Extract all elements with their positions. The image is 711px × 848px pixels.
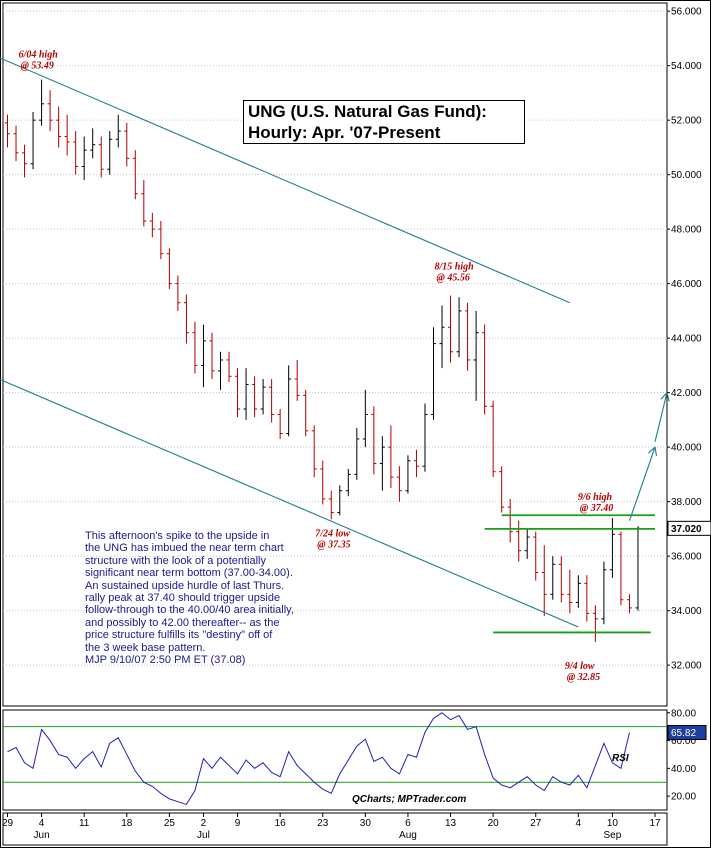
price-tick-label: 42.000	[671, 388, 702, 399]
annotation-value: @ 32.85	[567, 672, 600, 683]
annotation-label: 7/24 low	[315, 528, 350, 539]
date-tick-label: 29	[2, 818, 14, 829]
price-axis: 56.000 54.000 52.000 50.000 48.000 46.000 44.0…	[667, 7, 711, 672]
price-tick-label: 54.000	[671, 61, 702, 72]
price-annotations: 6/04 high@ 53.49 8/15 high@ 45.56 7/24 low…	[19, 50, 614, 683]
date-tick-label: 11	[79, 818, 90, 829]
rsi-last-value-box	[667, 724, 707, 740]
annotation-value: @ 37.35	[317, 539, 350, 550]
date-axis-frame	[2, 812, 668, 846]
rsi-last-value: 65.82	[671, 728, 696, 739]
chart-title: UNG (U.S. Natural Gas Fund): Hourly: Apr…	[243, 100, 525, 144]
date-tick-label: 23	[317, 818, 329, 829]
date-tick-label: 27	[530, 818, 542, 829]
rsi-tick-label: 80.00	[671, 708, 696, 719]
month-label: Jun	[34, 830, 50, 841]
month-label: Aug	[399, 830, 417, 841]
annotation-value: @ 53.49	[21, 61, 54, 72]
annotation-value: @ 37.40	[580, 503, 613, 514]
date-tick-label: 4	[39, 818, 45, 829]
trendlines	[0, 57, 670, 634]
rsi-tick-label: 40.00	[671, 764, 696, 775]
projection-arrow-head	[660, 391, 670, 402]
price-tick-label: 56.000	[671, 7, 702, 18]
commentary-signature: MJP 9/10/07 2:50 PM ET (37.08)	[85, 654, 246, 667]
price-tick-label: 34.000	[671, 606, 702, 617]
price-tick-label: 40.000	[671, 443, 702, 454]
commentary-line: structure with the look of a potentially	[85, 554, 266, 567]
date-tick-label: 18	[121, 818, 133, 829]
month-label: Sep	[604, 830, 622, 841]
chart-title-line-1: UNG (U.S. Natural Gas Fund):	[248, 102, 487, 121]
rsi-line	[7, 712, 630, 806]
rsi-panel-frame	[2, 709, 668, 811]
last-price-label: 37.020	[671, 524, 702, 535]
date-tick-label: 20	[488, 818, 500, 829]
channel-trendline	[0, 57, 571, 304]
annotation-label: 9/6 high	[578, 492, 613, 503]
price-tick-label: 52.000	[671, 116, 702, 127]
date-tick-label: 2	[201, 818, 207, 829]
date-tick-label: 17	[649, 818, 661, 829]
analyst-commentary: This afternoon's spike to the upside in …	[85, 530, 385, 666]
date-tick-label: 25	[164, 818, 176, 829]
commentary-line: the 3 week base pattern.	[85, 641, 206, 654]
commentary-line: follow-through to the 40.00/40 area init…	[85, 604, 294, 617]
date-tick-label: 13	[445, 818, 457, 829]
commentary-line: and possibly to 42.00 thereafter-- as th…	[85, 616, 280, 629]
last-price-box	[667, 520, 711, 536]
date-tick-label: 9	[235, 818, 241, 829]
price-tick-label: 50.000	[671, 170, 702, 181]
commentary-line: price structure fulfills its "destiny" o…	[85, 629, 273, 642]
commentary-line: An sustained upside hurdle of last Thurs…	[85, 579, 285, 592]
month-label: Jul	[197, 830, 210, 841]
commentary-line: the UNG has imbued the near term chart	[85, 542, 284, 555]
commentary-line: rally peak at 37.40 should trigger upsid…	[85, 592, 281, 605]
rsi-tick-label: 20.00	[671, 792, 696, 803]
price-tick-label: 48.000	[671, 225, 702, 236]
price-tick-label: 46.000	[671, 279, 702, 290]
annotation-value: @ 45.56	[437, 273, 470, 284]
rsi-label: RSI	[612, 753, 629, 764]
projection-arrow-shaft	[654, 392, 668, 442]
rsi-panel: 80.00 60.00 40.00 20.00 65.82 RSI	[3, 708, 707, 806]
annotation-label: 8/15 high	[435, 262, 475, 273]
chart-title-line-2: Hourly: Apr. '07-Present	[248, 123, 441, 142]
date-tick-label: 30	[360, 818, 372, 829]
price-tick-label: 36.000	[671, 552, 702, 563]
commentary-line: This afternoon's spike to the upside in	[85, 530, 270, 542]
projection-arrow-head	[647, 446, 658, 457]
projection-arrow-shaft	[628, 446, 656, 521]
price-bars	[5, 79, 641, 642]
date-tick-label: 6	[405, 818, 411, 829]
price-tick-label: 44.000	[671, 334, 702, 345]
date-tick-label: 16	[275, 818, 287, 829]
price-tick-label: 38.000	[671, 497, 702, 508]
chart-credit: QCharts; MPTrader.com	[352, 794, 466, 805]
commentary-line: significant near term bottom (37.00-34.0…	[85, 567, 293, 580]
annotation-label: 6/04 high	[19, 50, 59, 61]
date-tick-label: 4	[576, 818, 582, 829]
annotation-label: 9/4 low	[565, 661, 595, 672]
channel-trendline	[0, 378, 579, 628]
date-tick-label: 10	[607, 818, 619, 829]
price-tick-label: 32.000	[671, 661, 702, 672]
rsi-tick-label: 60.00	[671, 736, 696, 747]
